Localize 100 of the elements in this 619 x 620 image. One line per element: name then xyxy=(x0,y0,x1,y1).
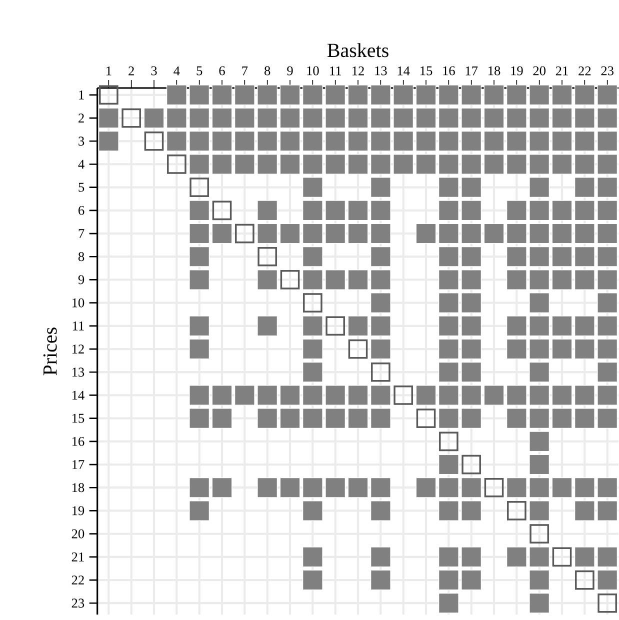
point xyxy=(325,200,346,221)
x-tick-label: 6 xyxy=(219,66,226,76)
point xyxy=(212,477,232,498)
point xyxy=(530,524,550,544)
point xyxy=(416,84,436,106)
point xyxy=(506,477,528,498)
point xyxy=(438,385,460,406)
point xyxy=(302,223,324,244)
point xyxy=(302,84,324,106)
point xyxy=(597,246,618,267)
point xyxy=(166,130,188,152)
point xyxy=(484,385,504,406)
point xyxy=(597,338,618,360)
point xyxy=(438,454,460,475)
point xyxy=(529,408,550,429)
point xyxy=(393,84,414,106)
point xyxy=(234,130,256,152)
point xyxy=(529,500,550,521)
y-tick-label: 21 xyxy=(72,552,84,562)
point xyxy=(529,477,550,498)
x-tick-label: 17 xyxy=(466,66,478,76)
point xyxy=(438,270,460,290)
point xyxy=(99,85,118,105)
point xyxy=(574,316,596,336)
x-tick-label: 18 xyxy=(488,66,500,76)
point xyxy=(326,316,346,336)
point xyxy=(325,108,346,128)
point xyxy=(484,478,504,498)
point xyxy=(416,408,436,428)
point xyxy=(370,130,392,152)
point xyxy=(302,570,324,590)
point xyxy=(302,477,324,498)
x-tick-label: 1 xyxy=(106,66,112,76)
point xyxy=(348,385,368,406)
point xyxy=(325,270,346,290)
y-tick-label: 15 xyxy=(72,414,84,423)
point xyxy=(529,177,550,198)
point xyxy=(597,362,618,382)
point xyxy=(506,130,528,152)
point xyxy=(598,593,618,613)
point xyxy=(302,408,324,429)
point xyxy=(597,177,618,198)
point xyxy=(461,108,482,128)
point xyxy=(302,246,324,267)
point xyxy=(371,362,390,382)
x-tick-label: 12 xyxy=(352,66,364,76)
point xyxy=(189,338,210,360)
point xyxy=(122,108,142,128)
point xyxy=(506,408,528,429)
point xyxy=(370,477,392,498)
point xyxy=(370,385,392,406)
x-tick-label: 11 xyxy=(330,66,342,76)
point xyxy=(370,338,392,360)
point xyxy=(507,501,526,520)
point xyxy=(597,84,618,106)
point xyxy=(257,223,278,244)
point xyxy=(325,408,346,429)
point xyxy=(461,200,482,221)
point xyxy=(257,270,278,290)
point xyxy=(529,84,550,106)
x-tick-label: 10 xyxy=(307,66,319,76)
point xyxy=(234,108,256,128)
point xyxy=(529,385,550,406)
point xyxy=(552,270,572,290)
y-tick-label: 9 xyxy=(78,275,84,284)
point xyxy=(574,338,596,360)
point xyxy=(302,500,324,521)
point xyxy=(529,292,550,314)
point xyxy=(189,477,210,498)
point xyxy=(438,592,460,614)
point xyxy=(552,385,572,406)
point xyxy=(257,130,278,152)
point xyxy=(597,154,618,174)
point xyxy=(461,408,482,429)
point xyxy=(529,592,550,614)
point xyxy=(506,246,528,267)
point xyxy=(416,385,436,406)
x-tick-label: 14 xyxy=(398,66,410,76)
x-tick-label: 21 xyxy=(556,66,568,76)
point xyxy=(303,293,322,312)
point xyxy=(212,130,232,152)
point xyxy=(325,385,346,406)
point xyxy=(394,386,414,405)
point xyxy=(416,154,436,174)
point xyxy=(302,200,324,221)
point xyxy=(552,338,572,360)
point xyxy=(529,200,550,221)
point xyxy=(348,200,368,221)
point xyxy=(439,432,458,452)
point xyxy=(302,546,324,568)
point xyxy=(461,570,482,590)
point xyxy=(189,200,210,221)
point xyxy=(529,316,550,336)
point xyxy=(280,223,300,244)
point xyxy=(438,223,460,244)
y-tick-label: 3 xyxy=(78,136,84,146)
point xyxy=(416,223,436,244)
point xyxy=(438,570,460,590)
point xyxy=(348,154,368,174)
point xyxy=(438,477,460,498)
